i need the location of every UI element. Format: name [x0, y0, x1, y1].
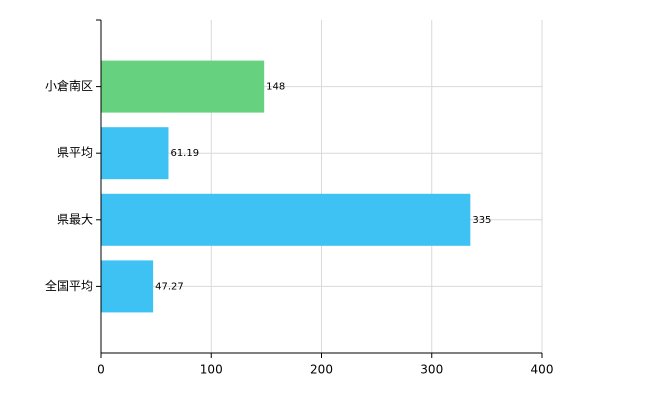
- data-label: 61.19: [170, 148, 199, 159]
- y-tick-label: 県平均: [57, 146, 93, 160]
- x-tick-label: 0: [97, 363, 105, 377]
- data-label: 47.27: [155, 281, 184, 292]
- y-tick-label: 全国平均: [45, 278, 93, 293]
- bar: [101, 260, 154, 313]
- data-label: 335: [472, 215, 491, 226]
- y-tick-label: 小倉南区: [45, 78, 93, 93]
- x-tick-label: 100: [200, 363, 223, 377]
- x-tick-label: 200: [310, 363, 333, 377]
- x-tick-label: 300: [420, 363, 443, 377]
- data-label: 148: [266, 82, 285, 93]
- bar: [101, 193, 471, 246]
- bar: [101, 60, 265, 113]
- x-tick-label: 400: [531, 363, 554, 377]
- bar: [101, 127, 169, 180]
- y-tick-label: 県最大: [57, 212, 93, 226]
